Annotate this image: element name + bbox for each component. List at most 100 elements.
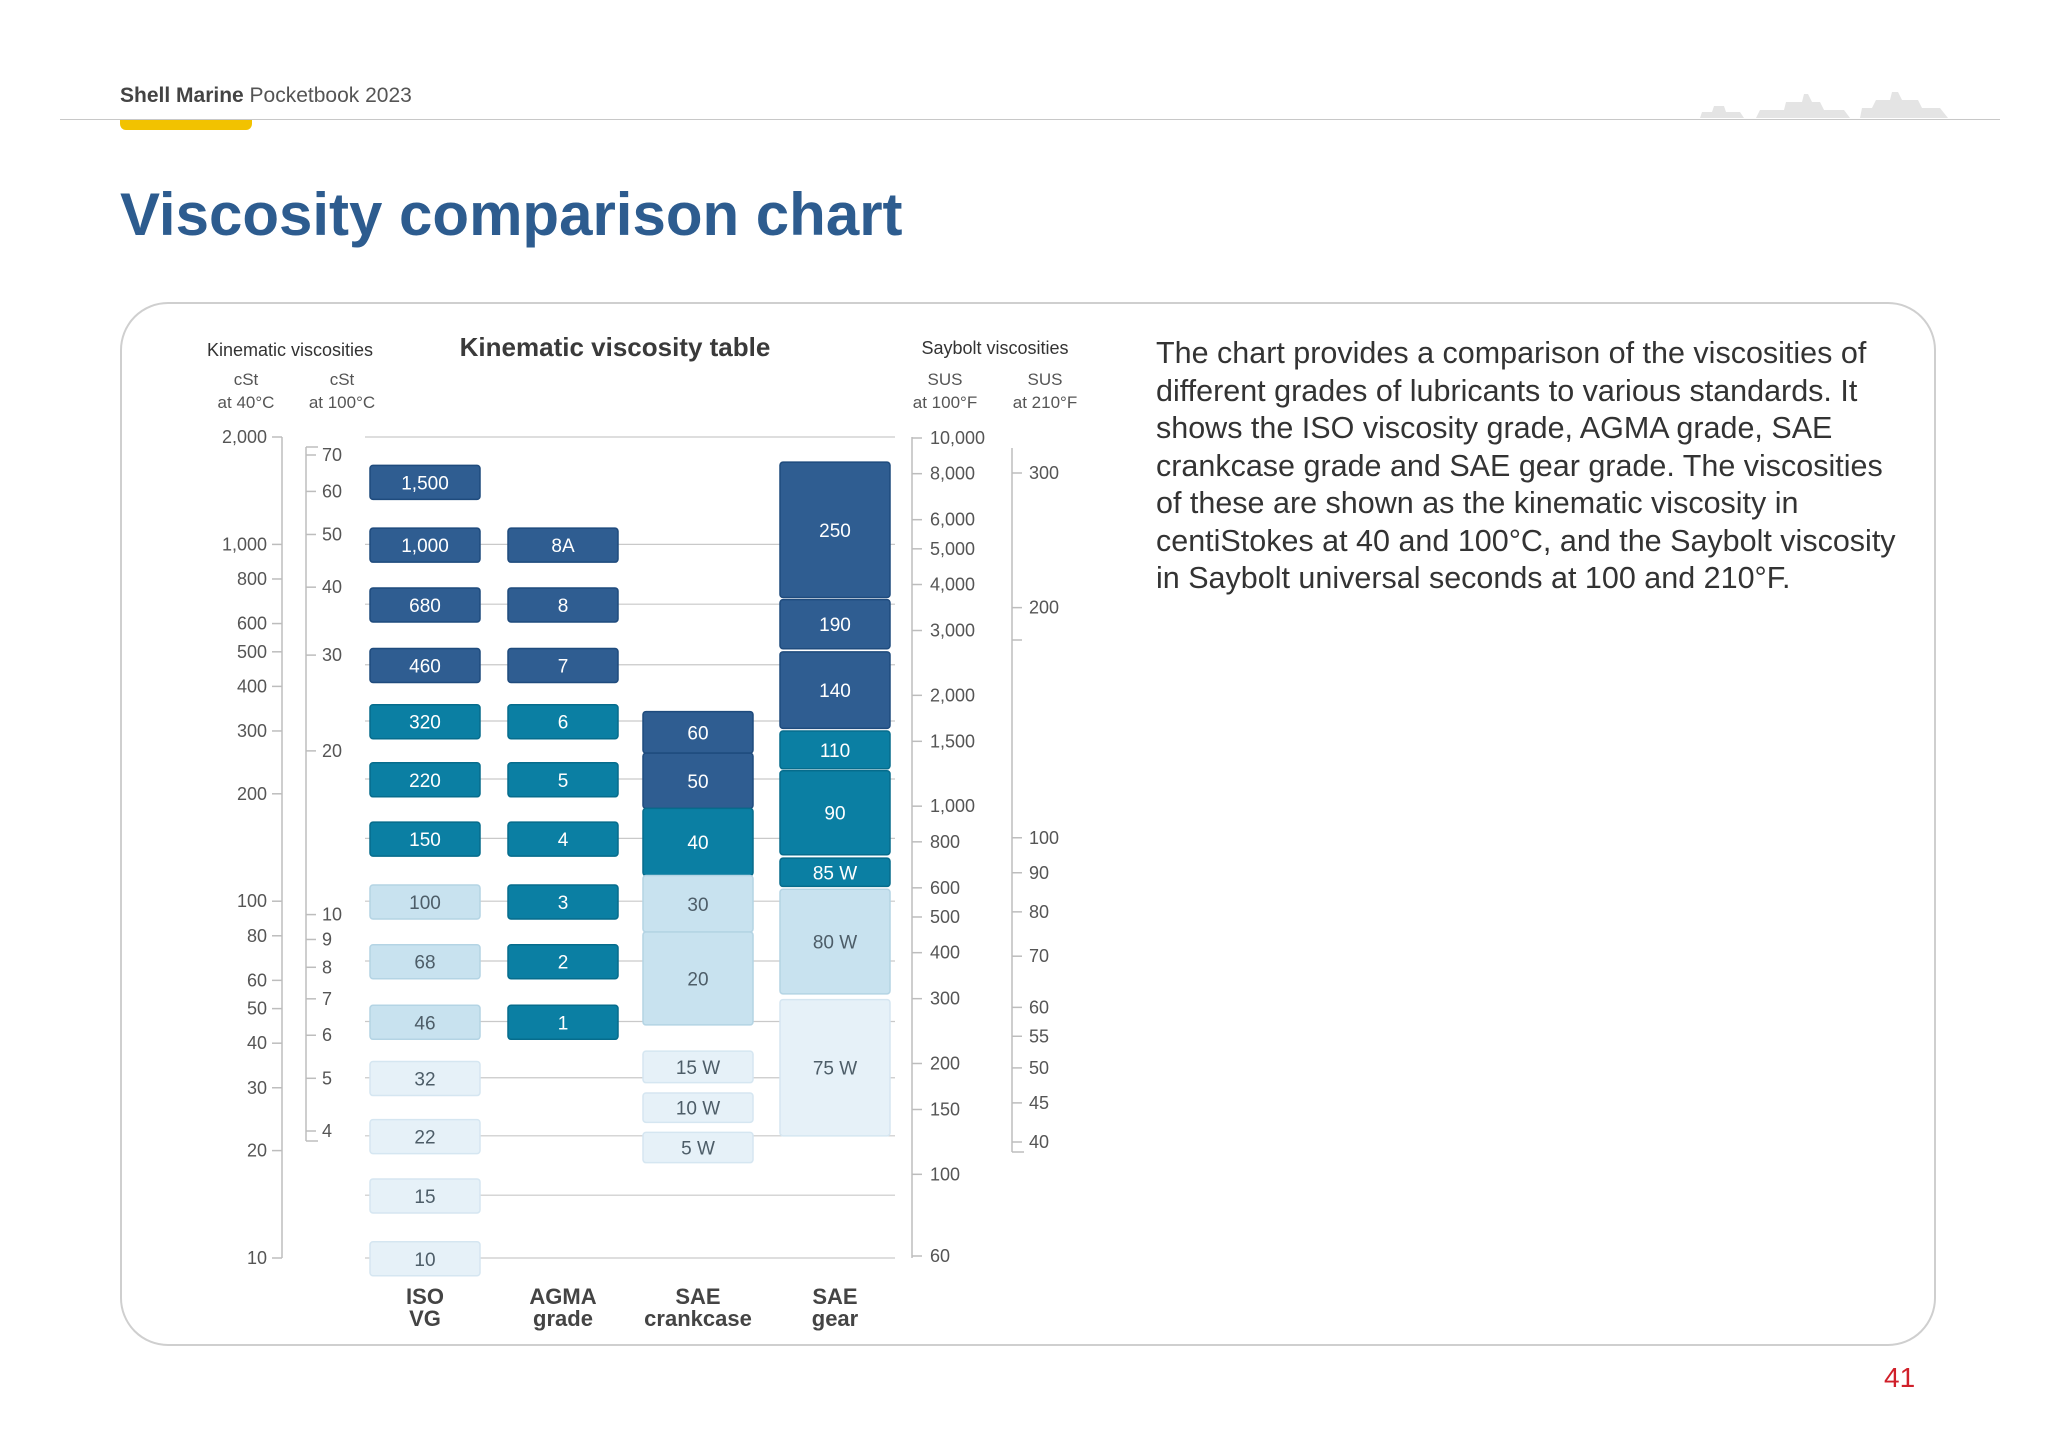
grade-cell xyxy=(369,1178,481,1214)
grade-cell xyxy=(369,1241,481,1277)
grade-cell xyxy=(642,931,754,1026)
grade-cell-label: 15 xyxy=(414,1187,435,1208)
page-number: 41 xyxy=(1884,1362,1916,1393)
cst40-unit: cSt xyxy=(234,370,259,389)
grade-cell-label: 8 xyxy=(558,596,569,617)
sus100-tick-label: 10,000 xyxy=(930,428,985,448)
cst40-tick-label: 2,000 xyxy=(222,427,267,447)
sus210-condition: at 210°F xyxy=(1013,393,1077,412)
cst40-tick-label: 300 xyxy=(237,721,267,741)
grade-cell xyxy=(642,1050,754,1084)
grade-cell xyxy=(779,888,891,995)
grade-cell xyxy=(507,647,619,684)
viscosity-chart: Kinematic viscosities Kinematic viscosity… xyxy=(207,332,1077,1331)
grade-cell-label: 50 xyxy=(687,772,708,793)
cst100-tick-label: 60 xyxy=(322,481,342,501)
cst100-tick-label: 4 xyxy=(322,1121,332,1141)
cst100-tick-label: 7 xyxy=(322,989,332,1009)
grade-cell-label: 15 W xyxy=(676,1058,720,1079)
grade-cell-label: 4 xyxy=(558,830,569,851)
grade-cell-label: 2 xyxy=(558,953,569,974)
sus210-unit: SUS xyxy=(1028,370,1063,389)
cst100-tick-label: 6 xyxy=(322,1025,332,1045)
grade-cell-label: 320 xyxy=(409,713,441,734)
grade-cell xyxy=(369,703,481,740)
cst100-tick-label: 70 xyxy=(322,445,342,465)
grade-cell-label: 22 xyxy=(414,1128,435,1149)
chart-title: Kinematic viscosity table xyxy=(460,332,771,362)
sus100-tick-label: 500 xyxy=(930,907,960,927)
grade-cell xyxy=(779,598,891,650)
grade-cell-label: 7 xyxy=(558,657,569,678)
grade-cell xyxy=(369,821,481,857)
grade-cell xyxy=(369,943,481,980)
sus100-tick-label: 8,000 xyxy=(930,464,975,484)
cst40-condition: at 40°C xyxy=(218,393,275,412)
grade-cell xyxy=(369,1004,481,1041)
grade-cell xyxy=(779,857,891,888)
grade-cell xyxy=(779,770,891,856)
grade-cell-label: 1 xyxy=(558,1013,569,1034)
grade-cell xyxy=(779,998,891,1137)
sus100-tick-label: 1,500 xyxy=(930,731,975,751)
cst40-tick-label: 30 xyxy=(247,1078,267,1098)
grade-cell xyxy=(507,821,619,857)
sus210-tick-label: 100 xyxy=(1029,828,1059,848)
grade-cell-label: 32 xyxy=(414,1070,435,1091)
grade-cell-label: 5 xyxy=(558,771,569,792)
saybolt-group-label: Saybolt viscosities xyxy=(921,338,1068,358)
cst100-tick-label: 8 xyxy=(322,957,332,977)
sus100-tick-label: 400 xyxy=(930,943,960,963)
header-accent-bar xyxy=(120,120,252,130)
cst40-tick-label: 10 xyxy=(247,1248,267,1268)
cst100-tick-label: 40 xyxy=(322,577,342,597)
grade-cell-label: 1,500 xyxy=(401,473,449,494)
grade-cell xyxy=(507,762,619,798)
grade-cell-label: 20 xyxy=(687,969,708,990)
grade-cell xyxy=(642,1131,754,1164)
cst40-tick-label: 40 xyxy=(247,1033,267,1053)
sus210-tick-label: 300 xyxy=(1029,463,1059,483)
sus210-tick-label: 50 xyxy=(1029,1058,1049,1078)
grade-cell-label: 10 xyxy=(414,1250,435,1271)
cst100-tick-label: 5 xyxy=(322,1068,332,1088)
cst40-tick-label: 100 xyxy=(237,891,267,911)
header-rule xyxy=(60,119,2000,120)
sus210-tick-label: 90 xyxy=(1029,863,1049,883)
sus100-tick-label: 6,000 xyxy=(930,510,975,530)
grade-cell-label: 1,000 xyxy=(401,536,449,557)
grade-cell-label: 8A xyxy=(551,536,575,557)
cst100-condition: at 100°C xyxy=(309,393,375,412)
grade-cell xyxy=(507,884,619,920)
grade-cell xyxy=(369,587,481,623)
sus210-tick-label: 55 xyxy=(1029,1026,1049,1046)
grade-cell-label: 5 W xyxy=(681,1139,715,1160)
grade-cell-label: 85 W xyxy=(813,863,857,884)
cst40-tick-label: 20 xyxy=(247,1141,267,1161)
grade-cell-label: 60 xyxy=(687,723,708,744)
cst40-tick-label: 80 xyxy=(247,926,267,946)
sus100-tick-label: 5,000 xyxy=(930,539,975,559)
grade-cell-label: 140 xyxy=(819,681,851,702)
sus210-tick-label: 45 xyxy=(1029,1093,1049,1113)
grade-cell-label: 75 W xyxy=(813,1059,857,1080)
sus210-tick-label: 40 xyxy=(1029,1132,1049,1152)
sus100-tick-label: 2,000 xyxy=(930,685,975,705)
column-name: VG xyxy=(409,1306,441,1331)
grade-cell-label: 46 xyxy=(414,1013,435,1034)
grade-cell xyxy=(369,1060,481,1097)
sus210-tick-label: 70 xyxy=(1029,946,1049,966)
column-name: ISO xyxy=(406,1284,444,1309)
grade-cell xyxy=(507,1004,619,1041)
grade-cell-label: 460 xyxy=(409,657,441,678)
sus210-tick-label: 80 xyxy=(1029,902,1049,922)
grade-cell-label: 68 xyxy=(414,953,435,974)
cst100-tick-label: 10 xyxy=(322,905,342,925)
column-name: crankcase xyxy=(644,1306,752,1331)
grade-cell xyxy=(507,703,619,740)
grade-cell xyxy=(369,1118,481,1155)
cst40-tick-label: 800 xyxy=(237,569,267,589)
grade-cell-label: 150 xyxy=(409,830,441,851)
header-brand: Shell Marine Pocketbook 2023 xyxy=(120,84,412,108)
sus100-tick-label: 200 xyxy=(930,1053,960,1073)
